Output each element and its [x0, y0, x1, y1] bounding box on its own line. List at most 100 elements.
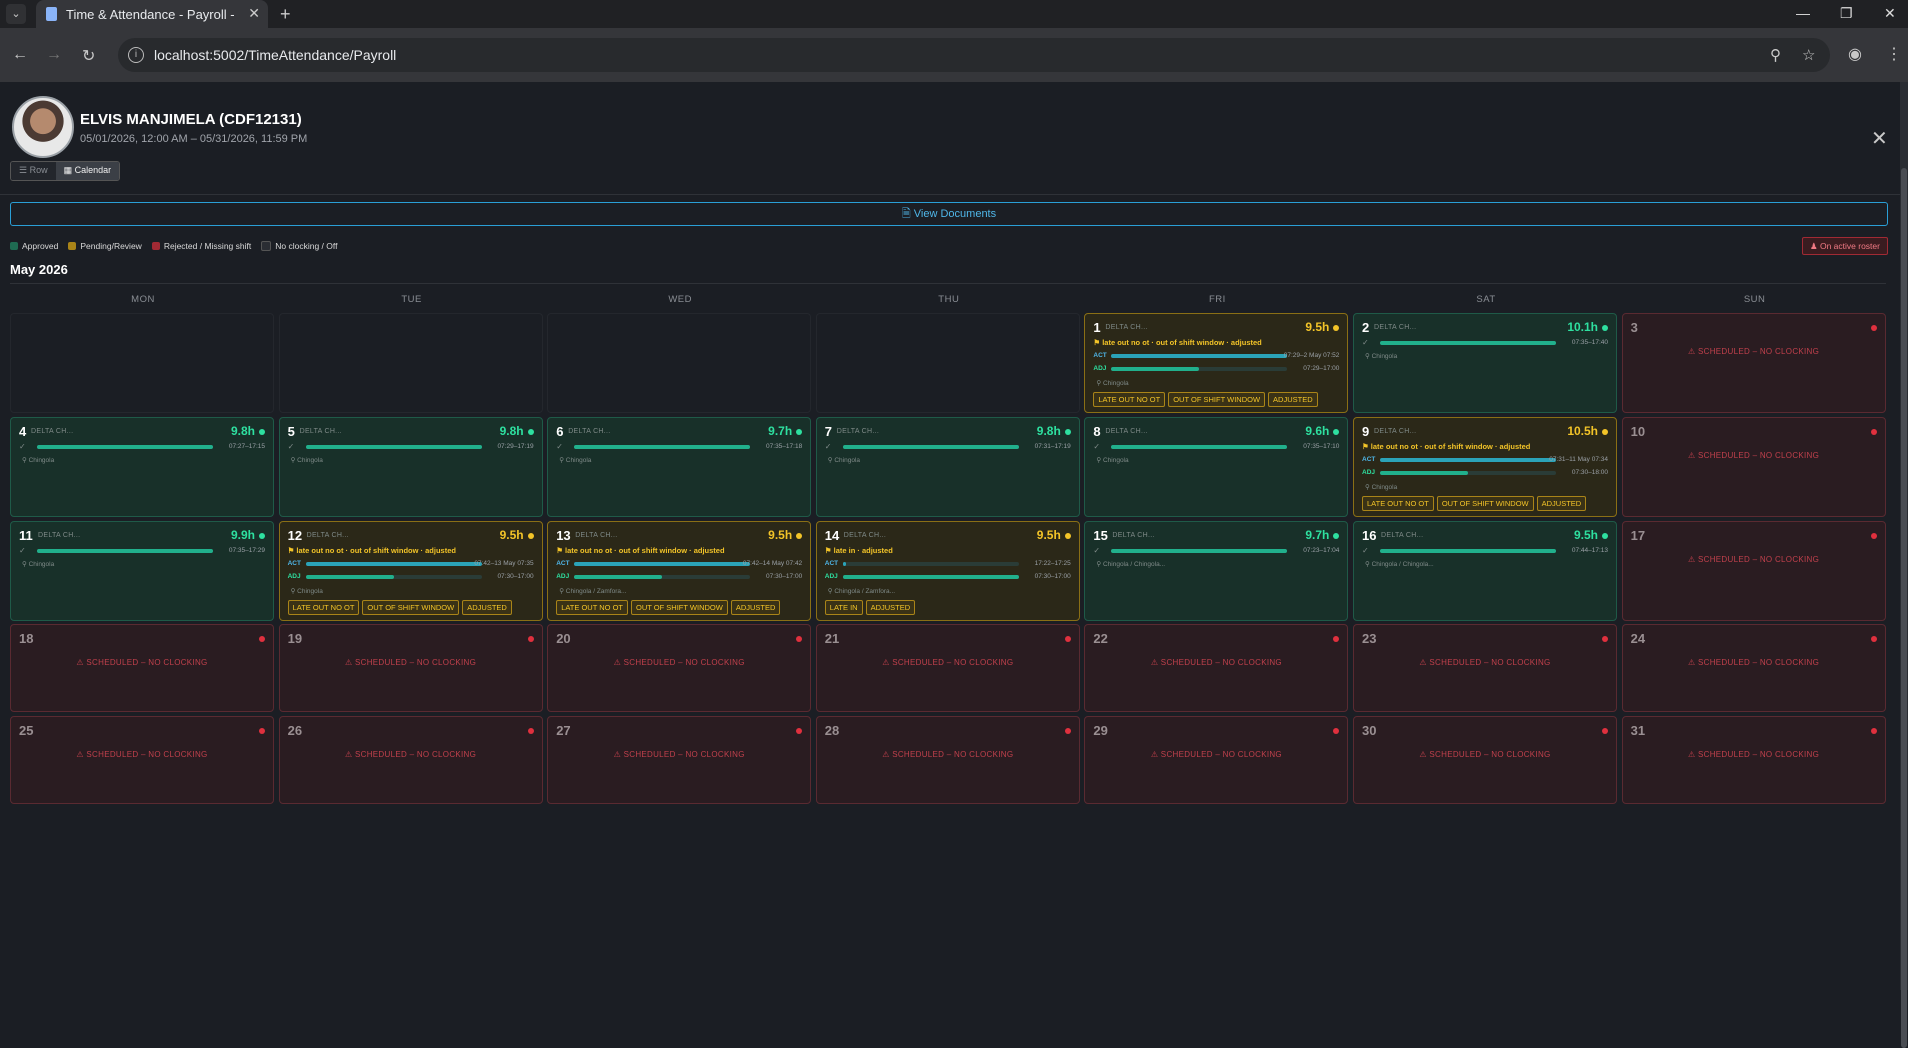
exception-badge[interactable]: LATE IN [824, 600, 863, 615]
exception-badge[interactable]: ADJUSTED [865, 600, 916, 615]
day-cell-1[interactable]: 1 DELTA CH... 9.5h ⚑ late out no ot · out o… [1084, 313, 1349, 413]
site-info-icon[interactable]: i [128, 47, 144, 63]
status-dot [527, 533, 534, 539]
new-tab-icon[interactable]: + [280, 4, 291, 24]
forward-icon[interactable]: → [46, 46, 62, 63]
exception-badge[interactable]: OUT OF SHIFT WINDOW [1168, 392, 1266, 407]
restore-icon[interactable]: ❐ [1840, 5, 1853, 21]
location-label: ⚲ Chingola / Chingola... [1365, 561, 1434, 568]
month-title: May 2026 [10, 262, 68, 277]
day-cell-13[interactable]: 13 DELTA CH... 9.5h ⚑ late out no ot · out … [547, 521, 812, 621]
empty-day-cell [10, 313, 274, 413]
status-dot [1870, 728, 1877, 734]
time-range: 07:35–17:18 [766, 443, 803, 450]
no-clocking-label: ⚠ SCHEDULED – NO CLOCKING [76, 658, 208, 667]
time-bar-fill [37, 445, 213, 449]
no-clocking-label: ⚠ SCHEDULED – NO CLOCKING [1150, 658, 1282, 667]
day-cell-9[interactable]: 9 DELTA CH... 10.5h ⚑ late out no ot · out … [1353, 417, 1617, 517]
exception-badge[interactable]: OUT OF SHIFT WINDOW [631, 600, 728, 615]
calendar-view-button[interactable]: ▦ Calendar [55, 162, 120, 180]
window-close-icon[interactable]: ✕ [1884, 5, 1896, 21]
day-cell-15[interactable]: 15 DELTA CH... 9.7h ✓ 07:23–17:04 ⚲ Chingola … [1084, 521, 1349, 621]
day-cell-25[interactable]: 25 ⚠ SCHEDULED – NO CLOCKING [10, 716, 274, 804]
day-cell-28[interactable]: 28 ⚠ SCHEDULED – NO CLOCKING [815, 716, 1080, 804]
exception-badge[interactable]: ADJUSTED [1268, 392, 1318, 407]
day-cell-17[interactable]: 17 ⚠ SCHEDULED – NO CLOCKING [1621, 521, 1886, 621]
exception-badge[interactable]: ADJUSTED [730, 600, 781, 615]
browser-navbar: ← → ↻ i localhost:5002/TimeAttendance/Pa… [0, 28, 1908, 82]
status-dot [259, 636, 265, 642]
exception-badge[interactable]: ADJUSTED [1536, 496, 1587, 511]
day-cell-18[interactable]: 18 ⚠ SCHEDULED – NO CLOCKING [10, 624, 274, 712]
day-cell-11[interactable]: 11 DELTA CH... 9.9h ✓ 07:35–17:29 ⚲ Chingola [10, 521, 274, 621]
day-cell-31[interactable]: 31 ⚠ SCHEDULED – NO CLOCKING [1621, 716, 1886, 804]
weekday-sun: SUN [1743, 294, 1766, 305]
day-cell-2[interactable]: 2 DELTA CH... 10.1h ✓ 07:35–17:40 ⚲ Chingola [1353, 313, 1617, 413]
day-cell-19[interactable]: 19 ⚠ SCHEDULED – NO CLOCKING [278, 624, 543, 712]
check-icon: ✓ [19, 546, 26, 555]
exception-badge[interactable]: ADJUSTED [462, 600, 512, 615]
none-swatch [261, 241, 272, 251]
profile-icon[interactable]: ◉ [1848, 46, 1862, 63]
scrollbar[interactable] [1900, 82, 1908, 1048]
address-bar[interactable]: i localhost:5002/TimeAttendance/Payroll … [118, 38, 1830, 72]
status-dot [1602, 325, 1608, 331]
scrollbar-thumb[interactable] [1901, 168, 1907, 1048]
day-cell-20[interactable]: 20 ⚠ SCHEDULED – NO CLOCKING [547, 624, 812, 712]
view-documents-button[interactable]: 🗎 View Documents [10, 202, 1888, 226]
day-cell-27[interactable]: 27 ⚠ SCHEDULED – NO CLOCKING [547, 716, 812, 804]
zoom-icon[interactable]: ⚲ [1770, 47, 1781, 64]
no-clocking-label: ⚠ SCHEDULED – NO CLOCKING [1688, 347, 1820, 356]
empty-day-cell [278, 313, 543, 413]
bookmark-star-icon[interactable]: ☆ [1802, 47, 1816, 64]
menu-icon[interactable]: ⋮ [1886, 46, 1902, 63]
legend-pending-label: Pending/Review [80, 241, 142, 251]
status-dot [259, 533, 265, 539]
site-label: DELTA CH... [1105, 428, 1148, 435]
exception-flags: ⚑ late out no ot · out of shift window ·… [1093, 338, 1262, 347]
tab-close-icon[interactable]: ✕ [248, 5, 260, 21]
legend-none-label: No clocking / Off [275, 241, 338, 251]
day-cell-3[interactable]: 3 ⚠ SCHEDULED – NO CLOCKING [1621, 313, 1886, 413]
day-cell-10[interactable]: 10 ⚠ SCHEDULED – NO CLOCKING [1621, 417, 1886, 517]
adj-bar-fill [842, 575, 1019, 579]
exception-badge[interactable]: LATE OUT NO OT [287, 600, 360, 615]
day-cell-12[interactable]: 12 DELTA CH... 9.5h ⚑ late out no ot · out … [278, 521, 543, 621]
tab-search-icon[interactable]: ⌄ [6, 4, 26, 24]
day-cell-24[interactable]: 24 ⚠ SCHEDULED – NO CLOCKING [1621, 624, 1886, 712]
day-cell-4[interactable]: 4 DELTA CH... 9.8h ✓ 07:27–17:15 ⚲ Chingola [10, 417, 274, 517]
exception-badges: LATE OUT NO OT OUT OF SHIFT WINDOW ADJUSTE… [1362, 496, 1587, 511]
day-cell-5[interactable]: 5 DELTA CH... 9.8h ✓ 07:29–17:19 ⚲ Chingola [278, 417, 543, 517]
day-cell-6[interactable]: 6 DELTA CH... 9.7h ✓ 07:35–17:18 ⚲ Chingola [547, 417, 812, 517]
month-divider [10, 283, 1886, 284]
back-icon[interactable]: ← [12, 46, 28, 63]
reload-icon[interactable]: ↻ [82, 48, 96, 65]
adj-time-range: 07:30–17:00 [1034, 573, 1071, 580]
exception-badge[interactable]: OUT OF SHIFT WINDOW [362, 600, 460, 615]
day-cell-21[interactable]: 21 ⚠ SCHEDULED – NO CLOCKING [815, 624, 1080, 712]
day-cell-16[interactable]: 16 DELTA CH... 9.5h ✓ 07:44–17:13 ⚲ Chingola … [1353, 521, 1617, 621]
close-icon[interactable]: ✕ [1871, 128, 1888, 150]
day-cell-8[interactable]: 8 DELTA CH... 9.6h ✓ 07:35–17:10 ⚲ Chingola [1084, 417, 1349, 517]
day-number: 22 [1093, 631, 1108, 646]
act-bar [574, 562, 751, 566]
status-dot [1064, 728, 1071, 734]
minimize-icon[interactable]: — [1796, 5, 1810, 21]
day-cell-29[interactable]: 29 ⚠ SCHEDULED – NO CLOCKING [1084, 716, 1349, 804]
exception-badge[interactable]: OUT OF SHIFT WINDOW [1436, 496, 1534, 511]
browser-tab[interactable]: Time & Attendance - Payroll - F ✕ [36, 0, 268, 28]
exception-badge[interactable]: LATE OUT NO OT [556, 600, 629, 615]
hours-total: 9.5h [499, 528, 524, 542]
day-cell-26[interactable]: 26 ⚠ SCHEDULED – NO CLOCKING [278, 716, 543, 804]
day-cell-23[interactable]: 23 ⚠ SCHEDULED – NO CLOCKING [1353, 624, 1617, 712]
row-view-button[interactable]: ☰ Row [11, 162, 56, 180]
check-icon: ✓ [1362, 546, 1369, 555]
day-cell-14[interactable]: 14 DELTA CH... 9.5h ⚑ late in · adjusted ACT… [815, 521, 1080, 621]
act-bar [1111, 354, 1288, 358]
status-dot [1870, 636, 1877, 642]
day-cell-7[interactable]: 7 DELTA CH... 9.8h ✓ 07:31–17:19 ⚲ Chingola [815, 417, 1080, 517]
day-cell-30[interactable]: 30 ⚠ SCHEDULED – NO CLOCKING [1353, 716, 1617, 804]
exception-badge[interactable]: LATE OUT NO OT [1362, 496, 1434, 511]
exception-badge[interactable]: LATE OUT NO OT [1093, 392, 1166, 407]
day-cell-22[interactable]: 22 ⚠ SCHEDULED – NO CLOCKING [1084, 624, 1349, 712]
